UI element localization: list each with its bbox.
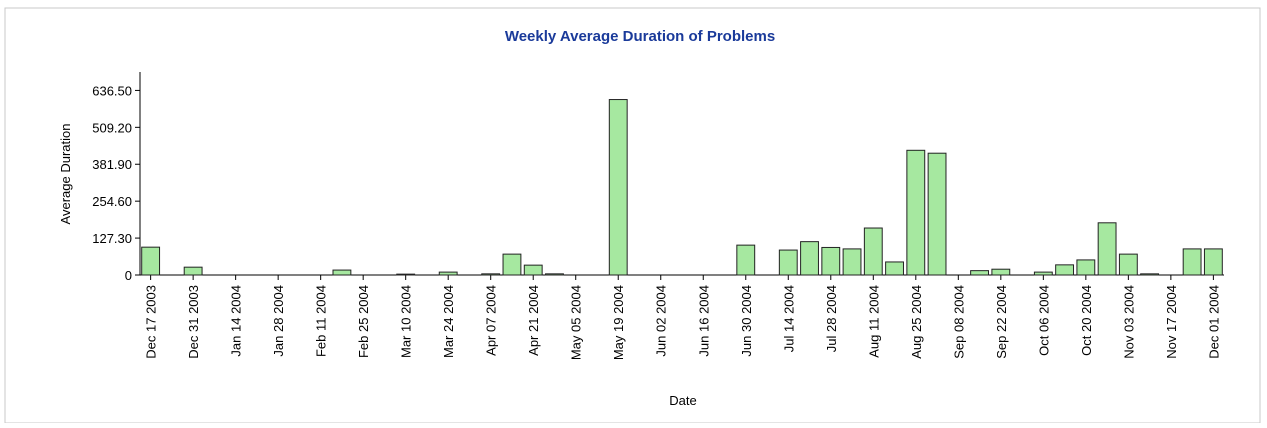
- x-tick-label: Feb 11 2004: [314, 285, 329, 357]
- x-tick-label: Jun 02 2004: [654, 285, 669, 357]
- x-tick-label: Jun 30 2004: [739, 285, 754, 357]
- x-tick-label: Jun 16 2004: [696, 285, 711, 357]
- bar: [183, 266, 203, 276]
- y-tick-label: 381.90: [92, 157, 132, 172]
- x-tick-label: Mar 24 2004: [441, 285, 456, 358]
- x-tick-label: May 05 2004: [569, 285, 584, 360]
- x-tick-label: Apr 07 2004: [484, 285, 499, 356]
- x-tick-label: Sep 08 2004: [951, 285, 966, 359]
- chart-title: Weekly Average Duration of Problems: [505, 28, 775, 45]
- x-tick-label: Apr 21 2004: [526, 285, 541, 356]
- y-tick-label: 127.30: [92, 231, 132, 246]
- x-tick-label: Aug 11 2004: [866, 285, 881, 358]
- y-tick-label: 509.20: [92, 120, 132, 135]
- frame: [4, 7, 1261, 424]
- bar: [885, 261, 904, 276]
- bar: [1182, 248, 1202, 276]
- y-tick-label: 254.60: [92, 194, 132, 209]
- x-tick-label: Dec 01 2004: [1206, 285, 1221, 359]
- bar: [608, 99, 628, 276]
- bar: [991, 268, 1011, 276]
- bar: [736, 244, 756, 276]
- x-tick-label: May 19 2004: [611, 285, 626, 360]
- x-tick-label: Dec 31 2003: [186, 285, 201, 359]
- x-tick-label: Jan 28 2004: [271, 285, 286, 357]
- bar: [1076, 259, 1096, 276]
- bar: [821, 246, 841, 276]
- x-tick-label: Sep 22 2004: [994, 285, 1009, 359]
- bar: [927, 152, 947, 276]
- x-tick-label: Oct 06 2004: [1036, 285, 1051, 356]
- y-tick-label: 0: [125, 268, 132, 283]
- bar: [906, 149, 926, 276]
- bar: [863, 227, 883, 276]
- x-tick-label: Dec 17 2003: [144, 285, 159, 359]
- y-axis-label: Average Duration: [58, 124, 73, 225]
- bar: [778, 249, 798, 276]
- bar: [396, 273, 416, 276]
- bar: [1097, 222, 1117, 276]
- bar: [502, 253, 522, 276]
- bar: [332, 269, 352, 276]
- x-tick-label: Jul 28 2004: [824, 285, 839, 352]
- bar: [438, 271, 458, 276]
- x-tick-label: Nov 17 2004: [1164, 285, 1179, 359]
- x-tick-label: Nov 03 2004: [1121, 285, 1136, 359]
- x-tick-label: Aug 25 2004: [909, 285, 924, 359]
- bar: [1033, 271, 1053, 276]
- bar: [141, 246, 161, 276]
- y-tick-label: 636.50: [92, 83, 132, 98]
- bar: [1055, 264, 1075, 276]
- x-axis-label: Date: [669, 393, 696, 408]
- x-tick-label: Jul 14 2004: [781, 285, 796, 352]
- x-tick-label: Oct 20 2004: [1079, 285, 1094, 356]
- bar: [842, 248, 862, 276]
- x-tick-label: Jan 14 2004: [229, 285, 244, 357]
- x-tick-label: Feb 25 2004: [356, 285, 371, 358]
- bar: [970, 270, 989, 276]
- bar: [523, 264, 543, 276]
- bar: [800, 241, 819, 276]
- bar: [481, 273, 501, 276]
- x-tick-label: Mar 10 2004: [399, 285, 414, 358]
- bar: [1118, 253, 1138, 276]
- bar: [1203, 248, 1223, 276]
- bar: [1140, 273, 1160, 276]
- bar: [545, 273, 564, 276]
